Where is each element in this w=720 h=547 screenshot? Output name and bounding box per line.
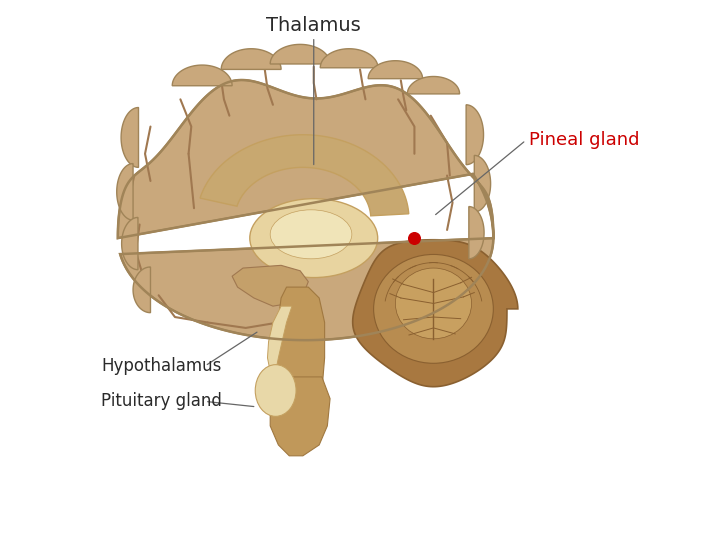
Ellipse shape [374, 254, 493, 363]
Polygon shape [466, 105, 484, 165]
Ellipse shape [395, 268, 472, 339]
Polygon shape [368, 61, 423, 79]
Ellipse shape [255, 365, 296, 416]
Text: Hypothalamus: Hypothalamus [102, 357, 222, 375]
Polygon shape [172, 65, 232, 86]
Polygon shape [117, 164, 133, 220]
Polygon shape [270, 44, 330, 64]
Polygon shape [273, 287, 325, 445]
Polygon shape [118, 80, 493, 340]
Polygon shape [408, 77, 459, 94]
Polygon shape [221, 49, 281, 69]
Polygon shape [268, 306, 292, 371]
Ellipse shape [250, 199, 378, 277]
Polygon shape [232, 265, 308, 306]
Polygon shape [320, 49, 378, 68]
Polygon shape [353, 240, 518, 387]
Text: Pineal gland: Pineal gland [528, 131, 639, 149]
Text: Pituitary gland: Pituitary gland [102, 392, 222, 410]
Polygon shape [133, 267, 150, 313]
Point [409, 234, 420, 242]
Polygon shape [121, 108, 138, 167]
Polygon shape [270, 377, 330, 456]
Polygon shape [474, 155, 490, 212]
Polygon shape [469, 207, 484, 259]
Polygon shape [122, 218, 138, 270]
Polygon shape [200, 135, 409, 216]
Ellipse shape [270, 210, 352, 259]
Text: Thalamus: Thalamus [266, 16, 361, 36]
